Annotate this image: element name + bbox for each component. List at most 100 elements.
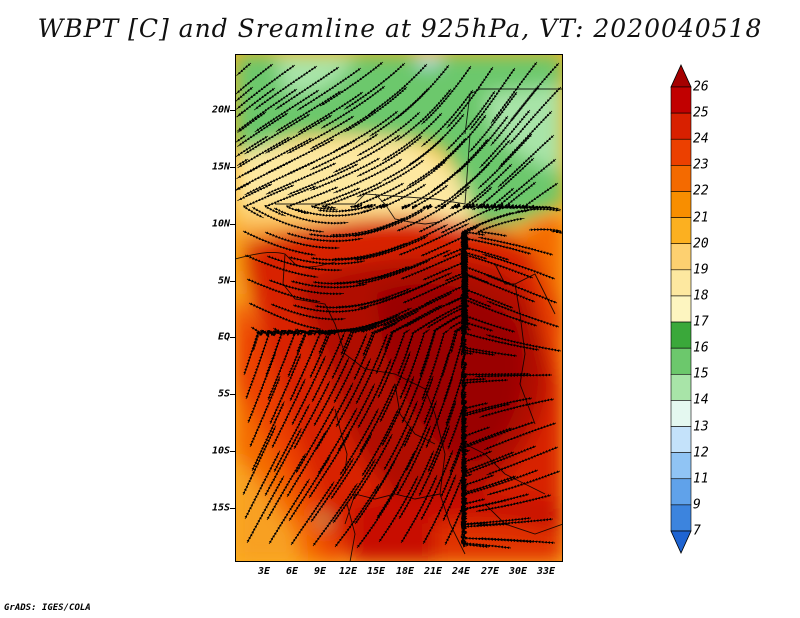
colorbar-swatch bbox=[670, 138, 692, 166]
colorbar-swatch bbox=[670, 243, 692, 271]
streamline bbox=[475, 494, 552, 512]
colorbar-tick-label: 7 bbox=[693, 523, 701, 539]
streamline bbox=[475, 373, 552, 378]
streamline bbox=[264, 231, 340, 250]
lat-tick bbox=[230, 337, 235, 338]
colorbar-swatch bbox=[670, 400, 692, 427]
country-border bbox=[344, 353, 446, 495]
country-border bbox=[464, 88, 563, 135]
lon-label: 12E bbox=[338, 566, 358, 577]
colorbar-tick-label: 21 bbox=[693, 210, 709, 226]
colorbar-swatch bbox=[670, 426, 692, 453]
lon-label: 30E bbox=[508, 566, 528, 577]
colorbar-tick-label: 17 bbox=[693, 314, 709, 330]
colorbar-swatch bbox=[670, 321, 692, 349]
lat-label: 15N bbox=[211, 161, 230, 173]
lat-tick bbox=[230, 394, 235, 395]
country-border bbox=[484, 503, 563, 535]
streamline bbox=[522, 182, 559, 210]
streamline bbox=[483, 422, 557, 451]
temperature-shading bbox=[235, 54, 563, 562]
streamline bbox=[486, 300, 560, 328]
country-border bbox=[346, 503, 356, 562]
streamline bbox=[550, 229, 562, 234]
streamline bbox=[477, 217, 525, 238]
country-border bbox=[334, 408, 348, 475]
streamline bbox=[286, 232, 363, 243]
colorbar-tick-label: 13 bbox=[693, 419, 709, 435]
colorbar bbox=[670, 64, 692, 554]
colorbar-tick-label: 20 bbox=[693, 236, 709, 252]
lon-label: 24E bbox=[451, 566, 471, 577]
streamlines bbox=[235, 61, 562, 550]
wbpt-map-panel bbox=[235, 54, 563, 562]
lat-tick bbox=[230, 224, 235, 225]
lon-label: 18E bbox=[395, 566, 415, 577]
colorbar-swatch bbox=[670, 452, 692, 480]
lat-label: 10S bbox=[211, 445, 230, 457]
colorbar-swatch bbox=[670, 86, 692, 114]
colorbar-tick-label: 26 bbox=[693, 79, 709, 95]
country-border bbox=[439, 493, 466, 555]
country-border bbox=[514, 283, 536, 425]
colorbar-tick-label: 22 bbox=[693, 183, 709, 199]
lat-label: 5S bbox=[217, 388, 230, 400]
country-border bbox=[344, 493, 441, 525]
lat-tick bbox=[230, 167, 235, 168]
colorbar-tick-label: 19 bbox=[693, 262, 709, 278]
colorbar-tick-label: 25 bbox=[693, 105, 709, 121]
colorbar-swatch bbox=[670, 269, 692, 297]
colorbar-swatch bbox=[670, 191, 692, 218]
streamline bbox=[288, 256, 366, 266]
colorbar-tick-label: 16 bbox=[693, 340, 709, 356]
streamline bbox=[482, 253, 556, 280]
lon-label: 3E bbox=[257, 566, 271, 577]
streamline bbox=[476, 517, 554, 527]
country-border bbox=[464, 443, 546, 495]
streamline bbox=[478, 236, 554, 256]
lon-label: 9E bbox=[313, 566, 327, 577]
lat-label: 20N bbox=[211, 104, 230, 116]
colorbar-tick-label: 11 bbox=[693, 471, 709, 487]
colorbar-swatch bbox=[670, 295, 692, 323]
lat-label: 15S bbox=[211, 502, 230, 514]
colorbar-swatch bbox=[670, 478, 692, 506]
streamline bbox=[290, 280, 368, 289]
lat-tick bbox=[230, 508, 235, 509]
lon-label: 21E bbox=[423, 566, 443, 577]
lon-label: 15E bbox=[366, 566, 386, 577]
lat-tick bbox=[230, 451, 235, 452]
streamline bbox=[461, 524, 512, 550]
country-borders bbox=[235, 88, 563, 562]
colorbar-swatch bbox=[670, 217, 692, 245]
lat-label: EQ bbox=[217, 331, 230, 343]
grads-credit: GrADS: IGES/COLA bbox=[4, 603, 91, 613]
colorbar-swatch bbox=[670, 112, 692, 140]
lon-label: 33E bbox=[536, 566, 556, 577]
colorbar-swatch bbox=[670, 165, 692, 192]
streamline bbox=[479, 397, 555, 418]
map-title: WBPT [C] and Sreamline at 925hPa, VT: 20… bbox=[37, 14, 763, 43]
colorbar-tick-label: 12 bbox=[693, 445, 709, 461]
lat-tick bbox=[230, 281, 235, 282]
lat-tick bbox=[230, 110, 235, 111]
lat-label: 5N bbox=[217, 275, 230, 287]
country-border bbox=[494, 263, 556, 315]
streamline bbox=[478, 537, 556, 545]
country-border bbox=[282, 253, 346, 355]
country-border bbox=[275, 133, 471, 205]
lat-label: 10N bbox=[211, 218, 230, 230]
country-border bbox=[374, 193, 441, 225]
colorbar-tick-label: 15 bbox=[693, 366, 709, 382]
colorbar-swatch bbox=[670, 373, 692, 401]
colorbar-bottom-arrow bbox=[670, 530, 692, 554]
colorbar-tick-label: 23 bbox=[693, 157, 709, 173]
country-border bbox=[235, 251, 336, 268]
colorbar-tick-label: 18 bbox=[693, 288, 709, 304]
country-border bbox=[394, 383, 436, 445]
lon-label: 27E bbox=[480, 566, 500, 577]
streamline bbox=[268, 279, 345, 296]
colorbar-top-arrow bbox=[670, 64, 692, 88]
wbpt-field bbox=[235, 54, 563, 562]
colorbar-tick-label: 14 bbox=[693, 392, 709, 408]
